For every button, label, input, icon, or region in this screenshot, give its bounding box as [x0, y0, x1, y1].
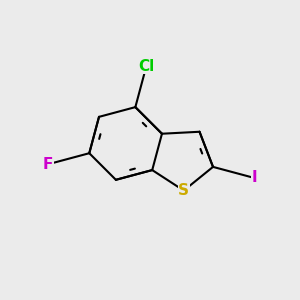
- Text: S: S: [178, 183, 189, 198]
- Text: Cl: Cl: [138, 58, 154, 74]
- Text: F: F: [43, 157, 53, 172]
- Text: I: I: [251, 170, 257, 185]
